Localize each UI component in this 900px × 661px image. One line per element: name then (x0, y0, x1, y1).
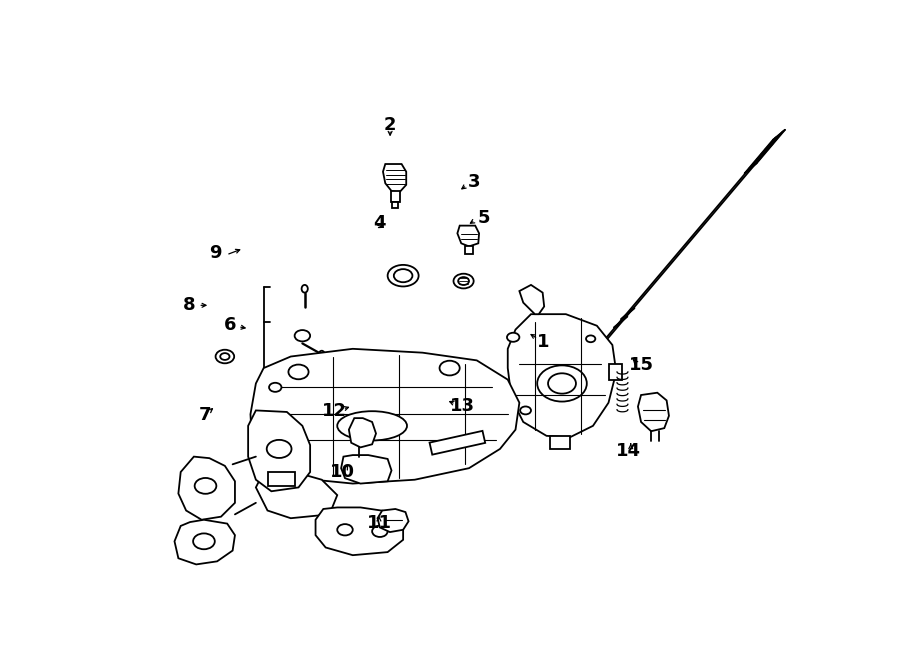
Text: 5: 5 (477, 209, 490, 227)
Polygon shape (341, 455, 392, 484)
Circle shape (458, 277, 469, 285)
Circle shape (537, 366, 587, 402)
Circle shape (548, 373, 576, 394)
Circle shape (269, 383, 282, 392)
Polygon shape (638, 393, 669, 431)
Bar (267, 472, 294, 486)
Polygon shape (349, 418, 376, 447)
Polygon shape (316, 508, 403, 555)
Circle shape (520, 407, 531, 414)
Ellipse shape (302, 285, 308, 293)
Ellipse shape (338, 411, 407, 440)
Circle shape (507, 332, 519, 342)
Circle shape (294, 330, 310, 341)
Bar (608, 364, 623, 379)
Text: 14: 14 (616, 442, 641, 460)
Circle shape (586, 335, 595, 342)
Text: 12: 12 (322, 402, 346, 420)
Circle shape (372, 525, 388, 537)
Text: 8: 8 (183, 296, 195, 314)
Circle shape (266, 440, 292, 458)
Text: 7: 7 (198, 407, 211, 424)
Circle shape (216, 350, 234, 364)
Polygon shape (250, 349, 519, 484)
Ellipse shape (319, 351, 325, 359)
Polygon shape (508, 314, 616, 438)
Text: 1: 1 (537, 333, 550, 352)
Text: 3: 3 (468, 173, 480, 191)
Ellipse shape (394, 269, 412, 282)
Text: 9: 9 (210, 245, 222, 262)
Circle shape (454, 274, 473, 288)
Text: 6: 6 (223, 316, 236, 334)
Circle shape (288, 365, 309, 379)
Text: 2: 2 (384, 116, 396, 134)
Text: 4: 4 (374, 214, 386, 232)
Circle shape (194, 533, 215, 549)
Polygon shape (256, 464, 338, 518)
Polygon shape (175, 520, 235, 564)
Circle shape (338, 524, 353, 535)
Text: 13: 13 (450, 397, 475, 415)
Polygon shape (289, 372, 315, 397)
Polygon shape (519, 285, 544, 314)
Circle shape (220, 353, 230, 360)
Text: 10: 10 (330, 463, 356, 481)
Bar (465, 247, 472, 254)
Ellipse shape (388, 265, 418, 286)
Polygon shape (551, 436, 570, 449)
Polygon shape (383, 164, 406, 192)
Bar (391, 191, 400, 202)
Polygon shape (392, 202, 399, 208)
Text: 11: 11 (366, 514, 392, 532)
Text: 15: 15 (629, 356, 653, 374)
Polygon shape (248, 410, 310, 491)
Polygon shape (457, 225, 479, 247)
Polygon shape (178, 457, 235, 520)
Circle shape (439, 361, 460, 375)
Circle shape (194, 478, 216, 494)
Polygon shape (378, 509, 409, 532)
Polygon shape (429, 431, 485, 455)
